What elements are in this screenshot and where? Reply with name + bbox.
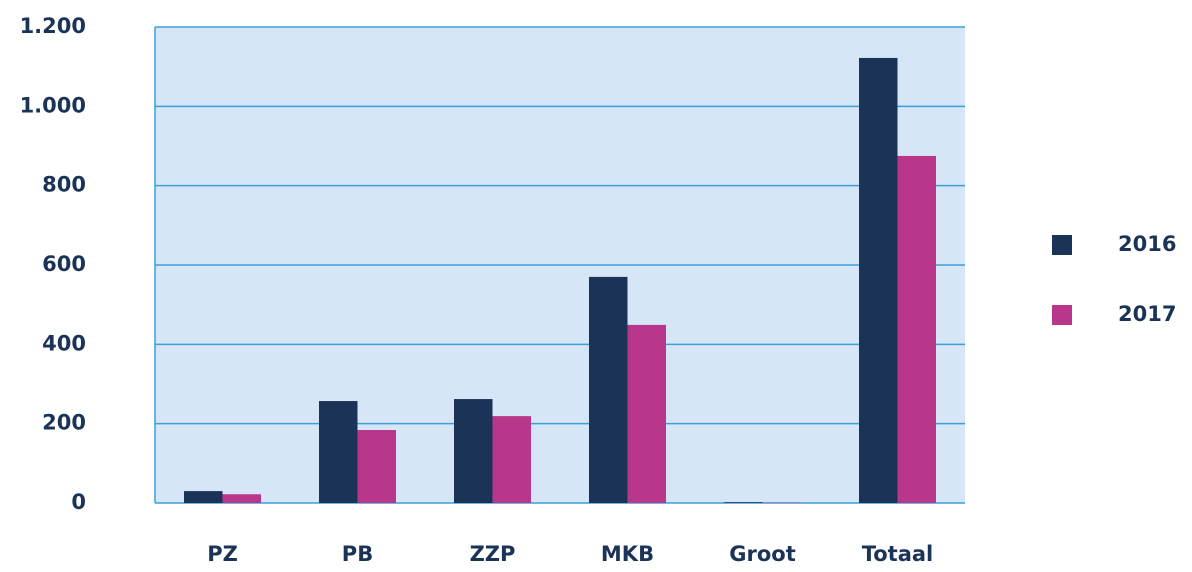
bar <box>357 430 396 503</box>
bar <box>627 324 666 503</box>
x-tick-label: PB <box>342 542 373 566</box>
y-tick-label: 800 <box>42 173 86 197</box>
legend-label: 2017 <box>1118 302 1176 326</box>
bar <box>454 399 493 503</box>
y-tick-label: 200 <box>42 411 86 435</box>
y-tick-label: 1.000 <box>20 93 86 117</box>
bar <box>222 494 261 503</box>
legend-swatch <box>1052 235 1072 255</box>
legend-label: 2016 <box>1118 232 1176 256</box>
bar <box>319 401 358 503</box>
y-tick-label: 400 <box>42 331 86 355</box>
y-tick-label: 1.200 <box>20 14 86 38</box>
bar <box>184 491 223 503</box>
legend-swatch <box>1052 305 1072 325</box>
x-tick-label: Totaal <box>862 542 934 566</box>
x-tick-label: PZ <box>207 542 238 566</box>
bar <box>897 155 936 503</box>
x-tick-label: ZZP <box>470 542 516 566</box>
y-tick-label: 600 <box>42 252 86 276</box>
bar <box>859 57 898 503</box>
bar <box>589 276 628 503</box>
bar <box>492 416 531 503</box>
x-tick-label: MKB <box>601 542 654 566</box>
bar <box>724 502 763 503</box>
x-tick-label: Groot <box>729 542 796 566</box>
y-tick-label: 0 <box>71 490 86 514</box>
